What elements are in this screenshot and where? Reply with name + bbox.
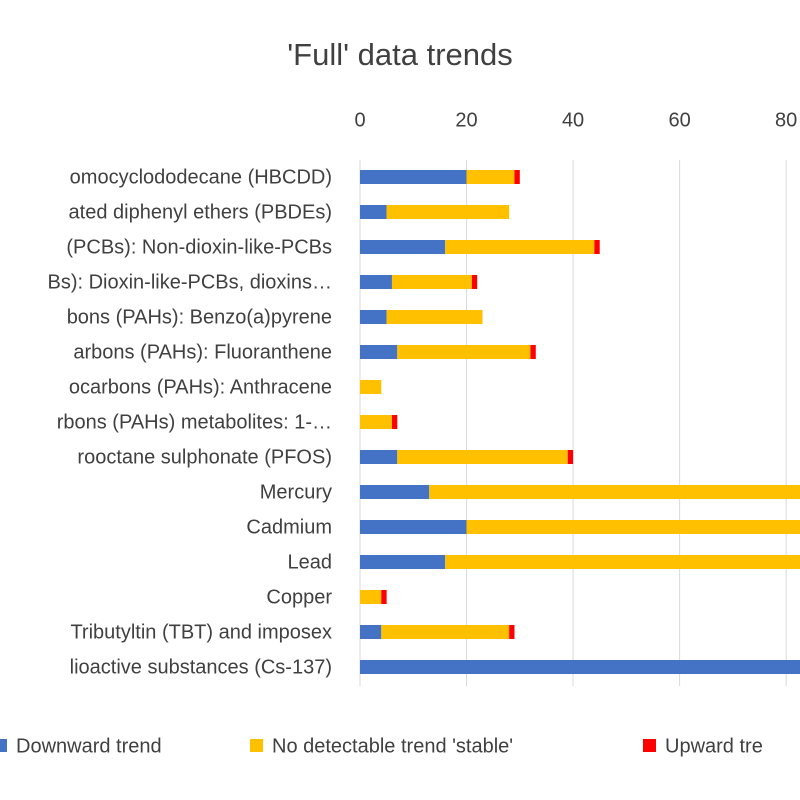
bar-segment: [360, 450, 398, 464]
bar-segment: [471, 275, 478, 289]
x-tick-label: 60: [668, 109, 690, 131]
legend-label: Upward tre: [665, 735, 763, 757]
bar-segment: [594, 240, 600, 254]
bar-segment: [360, 520, 467, 534]
bar-segment: [386, 310, 483, 324]
legend-swatch: [250, 739, 263, 752]
bar-segment: [509, 625, 515, 639]
bar-segment: [514, 170, 520, 184]
bar-segment: [360, 240, 446, 254]
bar-segment: [397, 345, 531, 359]
y-tick-label: bons (PAHs): Benzo(a)pyrene: [67, 306, 332, 328]
x-tick-label: 80: [775, 109, 797, 131]
bar-segment: [445, 555, 800, 569]
y-tick-label: ated diphenyl ethers (PBDEs): [69, 201, 332, 223]
y-tick-label: (PCBs): Non-dioxin-like-PCBs: [66, 236, 332, 258]
bar-segment: [360, 205, 387, 219]
bar-segment: [567, 450, 574, 464]
y-tick-label: Mercury: [260, 481, 332, 503]
bar-segment: [360, 170, 467, 184]
bar-segment: [397, 450, 568, 464]
bar-segment: [466, 170, 515, 184]
bar-segment: [391, 415, 398, 429]
bar-segment: [360, 625, 382, 639]
y-tick-label: lioactive substances (Cs-137): [70, 656, 332, 678]
y-tick-label: rbons (PAHs) metabolites: 1-…: [57, 411, 332, 433]
y-tick-label: Lead: [288, 551, 333, 573]
bar-segment: [386, 205, 510, 219]
bar-segment: [360, 485, 430, 499]
legend-label: Downward trend: [16, 735, 162, 757]
y-tick-label: rooctane sulphonate (PFOS): [77, 446, 332, 468]
legend-swatch: [0, 739, 7, 752]
bar-segment: [360, 555, 446, 569]
bar-segment: [360, 275, 392, 289]
bar-segment: [445, 240, 595, 254]
x-tick-label: 0: [354, 109, 365, 131]
bar-segment: [429, 485, 800, 499]
bar-segment: [391, 275, 472, 289]
bar-segment: [360, 310, 387, 324]
bar-segment: [381, 625, 510, 639]
bar-segment: [360, 380, 382, 394]
y-tick-label: Copper: [266, 586, 332, 608]
legend-swatch: [643, 739, 656, 752]
bar-segment: [360, 590, 382, 604]
y-tick-label: ocarbons (PAHs): Anthracene: [69, 376, 332, 398]
bar-segment: [530, 345, 536, 359]
y-tick-label: Tributyltin (TBT) and imposex: [70, 621, 332, 643]
bar-segment: [381, 590, 387, 604]
x-tick-label: 20: [455, 109, 477, 131]
bar-segment: [360, 345, 398, 359]
bar-segment: [466, 520, 800, 534]
y-tick-label: omocyclododecane (HBCDD): [70, 166, 332, 188]
chart-title: 'Full' data trends: [287, 37, 513, 72]
y-tick-label: Bs): Dioxin-like-PCBs, dioxins…: [47, 271, 332, 293]
y-tick-label: Cadmium: [246, 516, 332, 538]
bar-segment: [360, 660, 800, 674]
legend-label: No detectable trend 'stable': [272, 735, 513, 757]
y-tick-label: arbons (PAHs): Fluoranthene: [73, 341, 332, 363]
x-tick-label: 40: [562, 109, 584, 131]
bar-segment: [360, 415, 392, 429]
